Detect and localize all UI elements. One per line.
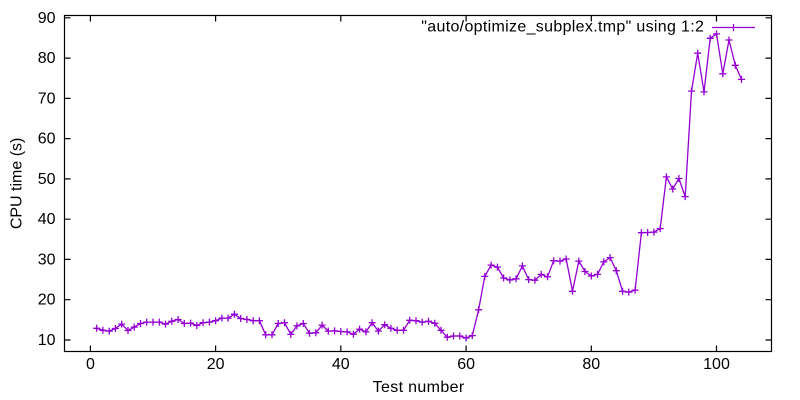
- svg-text:60: 60: [457, 356, 475, 373]
- svg-text:Test number: Test number: [373, 379, 465, 396]
- svg-text:CPU time (s): CPU time (s): [8, 138, 25, 230]
- svg-text:60: 60: [38, 131, 56, 148]
- svg-text:40: 40: [38, 211, 56, 228]
- svg-text:"auto/optimize_subplex.tmp" us: "auto/optimize_subplex.tmp" using 1:2: [421, 18, 704, 35]
- svg-text:100: 100: [703, 356, 730, 373]
- svg-text:50: 50: [38, 171, 56, 188]
- svg-text:90: 90: [38, 10, 56, 27]
- svg-text:0: 0: [86, 356, 95, 373]
- svg-text:70: 70: [38, 90, 56, 107]
- svg-text:40: 40: [332, 356, 350, 373]
- svg-text:80: 80: [38, 50, 56, 67]
- svg-text:20: 20: [38, 292, 56, 309]
- svg-text:30: 30: [38, 251, 56, 268]
- svg-text:10: 10: [38, 332, 56, 349]
- svg-text:20: 20: [207, 356, 225, 373]
- svg-text:80: 80: [582, 356, 600, 373]
